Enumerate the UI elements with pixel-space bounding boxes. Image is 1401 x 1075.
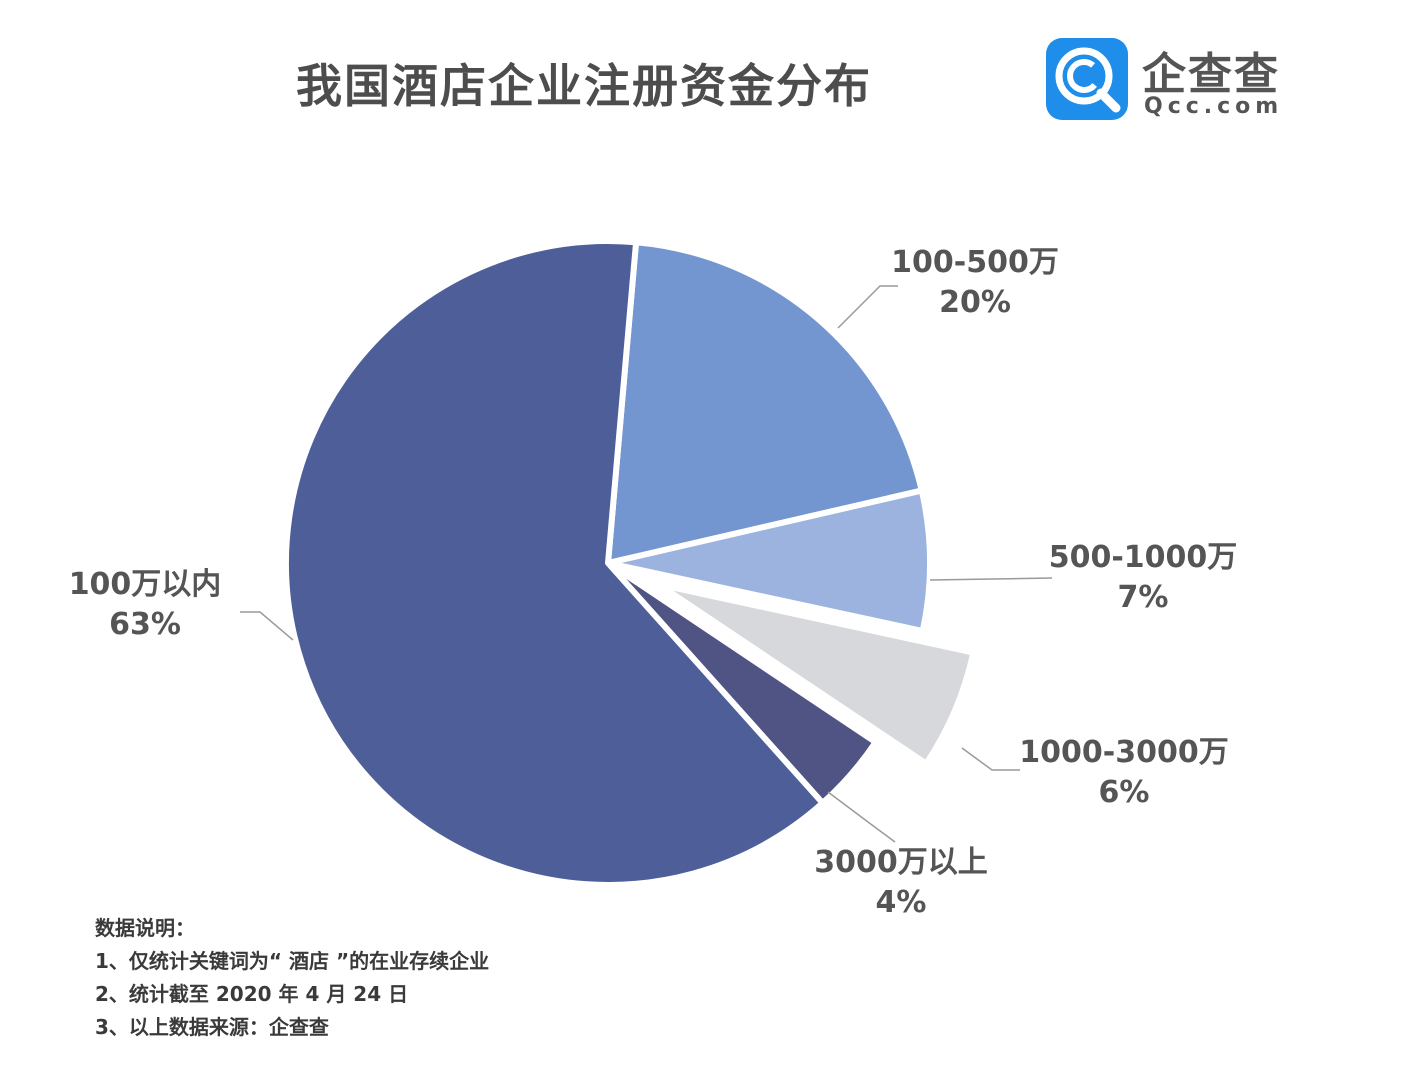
slice-percent-label: 7% — [1118, 580, 1169, 615]
slice-label: 500-1000万 — [1049, 540, 1238, 575]
leader-line — [837, 285, 898, 329]
leader-line — [961, 747, 1020, 771]
slice-label: 3000万以上 — [814, 845, 988, 880]
brand-logo: 企查查 Qcc.com — [1046, 38, 1296, 124]
page-title: 我国酒店企业注册资金分布 — [296, 59, 872, 113]
pie-slice — [283, 238, 826, 888]
notes-item: 3、以上数据来源：企查查 — [95, 1015, 329, 1039]
notes-item: 1、仅统计关键词为“ 酒店 ”的在业存续企业 — [95, 949, 490, 973]
brand-domain: Qcc.com — [1144, 94, 1284, 119]
leader-line — [929, 577, 1053, 581]
notes-heading: 数据说明： — [95, 916, 195, 940]
pie-slice — [605, 239, 925, 566]
qcc-magnifier-icon — [1046, 38, 1128, 120]
slice-percent-label: 6% — [1099, 775, 1150, 810]
notes-item: 2、统计截至 2020 年 4 月 24 日 — [95, 982, 409, 1006]
data-notes: 数据说明： 1、仅统计关键词为“ 酒店 ”的在业存续企业 2、统计截至 2020… — [95, 912, 489, 1044]
leader-line — [240, 611, 294, 641]
slice-label: 1000-3000万 — [1019, 735, 1228, 770]
brand-name: 企查查 — [1142, 49, 1280, 100]
pie-slice — [655, 581, 977, 767]
slice-label: 100万以内 — [69, 567, 222, 602]
slice-label: 100-500万 — [891, 245, 1059, 280]
slice-percent-label: 4% — [876, 885, 927, 920]
leader-line — [827, 791, 896, 843]
pie-slice — [605, 487, 933, 635]
slice-percent-label: 63% — [109, 607, 181, 642]
slice-percent-label: 20% — [939, 285, 1011, 320]
